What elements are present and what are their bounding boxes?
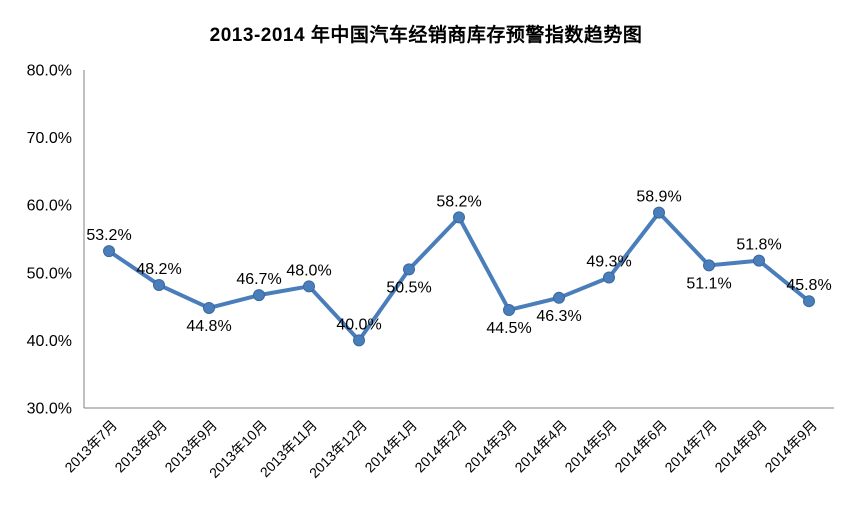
x-tick-label: 2014年4月 [511,417,570,476]
data-label: 58.2% [436,193,481,210]
data-label: 48.0% [286,262,331,279]
x-tick-label: 2014年2月 [411,417,470,476]
y-tick-label: 60.0% [27,198,72,215]
data-label: 46.3% [536,308,581,325]
data-label: 51.1% [686,275,731,292]
data-point [503,303,515,316]
x-tick-label: 2013年8月 [111,417,170,476]
data-label: 51.8% [736,237,781,254]
x-tick-label: 2014年1月 [361,417,420,476]
data-point [353,334,365,347]
data-label: 46.7% [236,271,281,288]
y-tick-label: 50.0% [27,265,72,282]
x-tick-label: 2014年3月 [461,417,520,476]
data-point [153,278,165,291]
data-point [603,271,615,284]
data-point [103,245,115,258]
x-tick-label: 2014年6月 [611,417,670,476]
data-point [803,295,815,308]
data-label: 49.3% [586,254,631,271]
data-point [553,291,565,304]
data-point [403,263,415,276]
y-tick-label: 30.0% [27,401,72,418]
data-label: 58.9% [636,189,681,206]
data-label: 45.8% [786,277,831,294]
y-tick-label: 80.0% [27,63,72,80]
data-label: 40.0% [336,316,381,333]
x-tick-label: 2013年7月 [61,417,120,476]
x-tick-label: 2014年5月 [561,417,620,476]
data-label: 50.5% [386,279,431,296]
data-point [753,254,765,267]
x-tick-label: 2014年9月 [761,417,820,476]
data-point [303,280,315,293]
chart-title: 2013-2014 年中国汽车经销商库存预警指数趋势图 [209,25,643,46]
data-label: 44.5% [486,320,531,337]
data-label: 53.2% [86,227,131,244]
data-point [653,206,665,219]
x-tick-label: 2014年8月 [711,417,770,476]
data-point [453,211,465,224]
data-point [253,289,265,302]
data-point [203,301,215,314]
data-label: 44.8% [186,318,231,335]
x-tick-label: 2014年7月 [661,417,720,476]
y-tick-label: 70.0% [27,130,72,147]
data-point [703,259,715,272]
y-tick-label: 40.0% [27,333,72,350]
data-label: 48.2% [136,261,181,278]
